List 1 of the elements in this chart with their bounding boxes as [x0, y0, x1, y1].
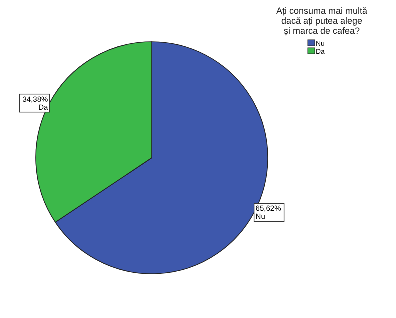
legend-title: Ați consuma mai multă dacă ați putea alege și marca de cafea? — [276, 6, 368, 36]
